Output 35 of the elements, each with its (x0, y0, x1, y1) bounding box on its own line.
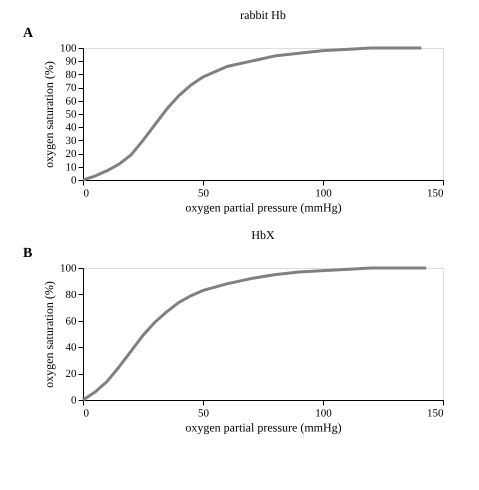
y-tick-label: 70 (66, 82, 77, 94)
y-tick-label: 30 (66, 134, 77, 147)
y-tick-label: 80 (66, 68, 77, 81)
x-tick-label: 50 (198, 408, 210, 420)
x-tick-label: 100 (315, 408, 332, 420)
y-tick-label: 0 (71, 174, 77, 186)
x-tick-label: 50 (198, 188, 210, 200)
y-tick-label: 60 (66, 315, 77, 328)
chart-title: rabbit Hb (240, 8, 286, 22)
text: B (23, 246, 32, 261)
y-tick-label: 10 (66, 161, 77, 174)
y-tick-label: 20 (66, 368, 77, 380)
y-tick-label: 0 (71, 394, 77, 406)
chart-title: HbX (251, 228, 275, 242)
y-tick-label: 100 (60, 42, 77, 54)
text: A (23, 26, 34, 41)
y-tick-label: 90 (66, 56, 77, 68)
x-tick-label: 100 (315, 188, 332, 200)
x-tick-label: 0 (84, 408, 90, 420)
x-tick-label: 150 (427, 188, 444, 200)
y-tick-label: 40 (66, 122, 77, 134)
x-axis-title: oxygen partial pressure (mmHg) (185, 420, 342, 434)
line-series (82, 46, 423, 182)
x-tick-label: 0 (84, 188, 90, 200)
y-tick-label: 80 (66, 288, 77, 301)
y-tick-label: 50 (66, 108, 77, 120)
y-axis-title: oxygen saturation (%) (42, 61, 56, 168)
y-tick-label: 20 (66, 148, 77, 160)
y-tick-label: 100 (60, 262, 77, 274)
y-axis-title: oxygen saturation (%) (42, 281, 56, 388)
x-tick-label: 150 (427, 408, 444, 420)
y-tick-label: 60 (66, 95, 77, 108)
x-axis-title: oxygen partial pressure (mmHg) (185, 200, 342, 214)
line-series (82, 266, 428, 402)
y-tick-label: 40 (66, 342, 77, 354)
